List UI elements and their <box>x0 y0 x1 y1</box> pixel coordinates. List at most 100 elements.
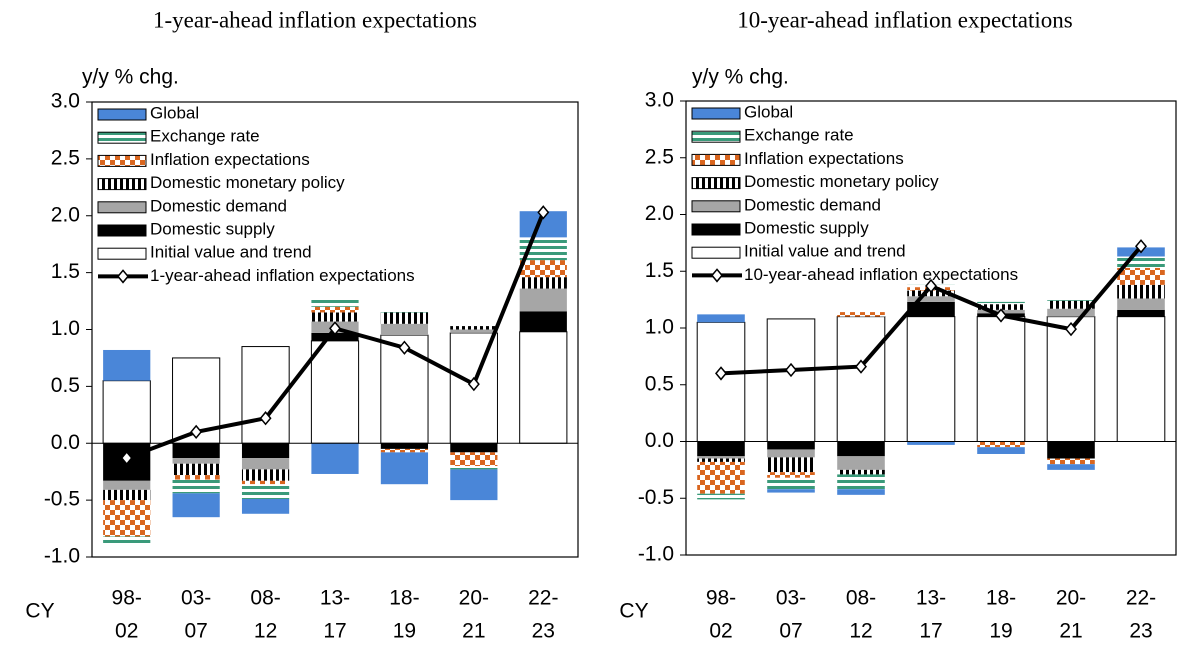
bar-segment <box>837 441 885 457</box>
y-tick-label: 0.0 <box>51 431 80 454</box>
line-marker <box>785 362 797 378</box>
legend-label: Global <box>150 103 199 122</box>
x-tick-label: 02 <box>709 620 732 643</box>
legend-label: Global <box>744 102 793 121</box>
x-tick-label: 18- <box>389 587 419 610</box>
bar-segment <box>907 301 955 317</box>
legend-label: Exchange rate <box>150 127 260 146</box>
legend-swatch <box>97 178 147 191</box>
bar-segment <box>1046 316 1096 442</box>
bar-segment <box>907 296 955 302</box>
x-axis-label: CY <box>25 600 54 623</box>
line-marker <box>855 359 867 374</box>
line-marker <box>537 205 550 220</box>
x-tick-label: 19 <box>989 620 1012 643</box>
bar-segment <box>241 469 290 481</box>
x-tick-label: 03- <box>181 587 211 610</box>
y-tick-label: 0.0 <box>645 429 674 452</box>
legend-label: Domestic supply <box>150 219 275 238</box>
legend-label: Domestic monetary policy <box>150 173 345 192</box>
line-marker <box>329 321 341 336</box>
legend-label: Domestic monetary policy <box>744 172 939 191</box>
x-tick-label: 20- <box>1056 587 1086 610</box>
y-tick-label: -0.5 <box>638 486 674 509</box>
y-tick-label: 1.0 <box>51 317 80 340</box>
legend-swatch <box>691 130 741 143</box>
y-tick-label: -0.5 <box>44 488 80 511</box>
bar-segment <box>697 456 745 459</box>
bar-segment <box>102 380 151 444</box>
bar-segment <box>1047 300 1095 309</box>
y-tick-label: 2.5 <box>645 145 674 168</box>
bar-segment <box>311 312 359 322</box>
x-tick-label: 13- <box>320 587 350 610</box>
x-tick-label: 22- <box>1126 587 1156 610</box>
legend-swatch <box>691 200 741 213</box>
legend-label: 1-year-ahead inflation expectations <box>150 266 415 285</box>
bar-segment <box>1117 256 1165 268</box>
bar-segment <box>1117 267 1165 285</box>
bar-segment <box>450 452 498 466</box>
bar-segment <box>697 493 745 500</box>
bar-segment <box>172 458 220 464</box>
x-tick-label: 17 <box>919 620 942 643</box>
legend-label: Initial value and trend <box>744 242 906 261</box>
x-tick-label: 03- <box>776 587 806 610</box>
line-marker <box>467 376 480 392</box>
bar-segment <box>310 340 360 444</box>
legend-swatch <box>691 107 741 120</box>
legend-label: 10-year-ahead inflation expectations <box>744 265 1018 284</box>
bar-segment <box>767 489 815 493</box>
legend-label: Domestic supply <box>744 218 869 237</box>
bar-segment <box>103 536 151 546</box>
bar-segment <box>172 479 220 494</box>
x-tick-label: 08- <box>846 587 876 610</box>
bar-segment <box>103 489 151 501</box>
legend-label: Exchange rate <box>744 126 854 145</box>
plot-frame <box>91 101 579 558</box>
x-tick-label: 17 <box>323 620 346 643</box>
bar-segment <box>977 304 1025 310</box>
y-tick-label: 2.5 <box>51 146 80 169</box>
legend-swatch <box>117 269 129 284</box>
bar-segment <box>172 475 220 480</box>
x-tick-label: 07 <box>779 620 802 643</box>
bar-segment <box>977 447 1025 454</box>
bar-segment <box>172 493 220 518</box>
y-tick-label: 1.5 <box>51 260 80 283</box>
bar-segment <box>380 448 429 453</box>
bar-segment <box>767 441 815 450</box>
y-axis-label: y/y % chg. <box>692 66 789 89</box>
bar-segment <box>766 318 816 443</box>
bar-segment <box>450 466 498 470</box>
x-tick-label: 22- <box>528 587 558 610</box>
bar-segment <box>519 288 567 312</box>
bar-segment <box>103 480 151 490</box>
legend-label: Inflation expectations <box>150 150 310 169</box>
bar-segment <box>241 458 290 470</box>
legend-swatch <box>711 268 723 283</box>
bar-segment <box>907 441 955 445</box>
bar-segment <box>519 260 567 278</box>
x-tick-label: 21 <box>1059 620 1082 643</box>
bar-segment <box>907 290 955 297</box>
bar-segment <box>696 321 746 443</box>
bar-segment <box>697 314 745 323</box>
bar-segment <box>380 443 429 449</box>
y-tick-label: 3.0 <box>645 89 674 112</box>
y-tick-label: 0.5 <box>51 374 80 397</box>
legend-swatch <box>97 247 147 260</box>
bar-segment <box>1047 441 1095 459</box>
line-marker <box>925 278 937 294</box>
bar-segment <box>977 301 1025 305</box>
y-tick-label: 0.5 <box>645 372 674 395</box>
chart-title: 1-year-ahead inflation expectations <box>153 7 477 32</box>
x-tick-label: 07 <box>184 620 207 643</box>
x-tick-label: 98- <box>706 587 736 610</box>
y-tick-label: 2.0 <box>645 202 674 225</box>
y-tick-label: 2.0 <box>51 203 80 226</box>
bar-segment <box>380 312 429 324</box>
bar-segment <box>450 469 498 501</box>
legend-swatch <box>97 154 147 167</box>
